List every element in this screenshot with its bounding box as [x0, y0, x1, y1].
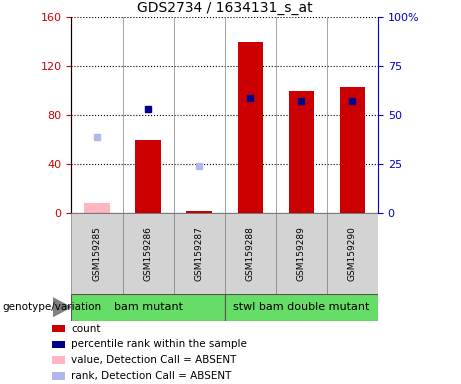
Text: stwl bam double mutant: stwl bam double mutant	[233, 302, 370, 312]
Text: GSM159287: GSM159287	[195, 226, 204, 281]
Bar	[276, 213, 327, 294]
Text: GSM159289: GSM159289	[297, 226, 306, 281]
Bar	[186, 211, 212, 213]
Bar	[52, 356, 65, 364]
Bar	[225, 294, 378, 321]
Title: GDS2734 / 1634131_s_at: GDS2734 / 1634131_s_at	[137, 1, 313, 15]
Text: bam mutant: bam mutant	[113, 302, 183, 312]
Bar	[71, 294, 225, 321]
Bar	[289, 91, 314, 213]
Bar	[123, 213, 174, 294]
Text: GSM159290: GSM159290	[348, 226, 357, 281]
Bar	[84, 204, 110, 213]
Text: count: count	[71, 324, 101, 334]
Bar	[174, 213, 225, 294]
Text: GSM159285: GSM159285	[93, 226, 101, 281]
Text: value, Detection Call = ABSENT: value, Detection Call = ABSENT	[71, 355, 237, 365]
Bar	[225, 213, 276, 294]
Bar	[237, 42, 263, 213]
Bar	[340, 87, 365, 213]
Bar	[71, 213, 123, 294]
Bar	[52, 341, 65, 348]
Text: genotype/variation: genotype/variation	[2, 302, 101, 312]
Text: percentile rank within the sample: percentile rank within the sample	[71, 339, 248, 349]
Text: GSM159286: GSM159286	[143, 226, 153, 281]
Bar	[52, 325, 65, 333]
Text: GSM159288: GSM159288	[246, 226, 255, 281]
Polygon shape	[53, 298, 71, 316]
Bar	[136, 140, 161, 213]
Bar	[52, 372, 65, 380]
Text: rank, Detection Call = ABSENT: rank, Detection Call = ABSENT	[71, 371, 232, 381]
Bar	[327, 213, 378, 294]
